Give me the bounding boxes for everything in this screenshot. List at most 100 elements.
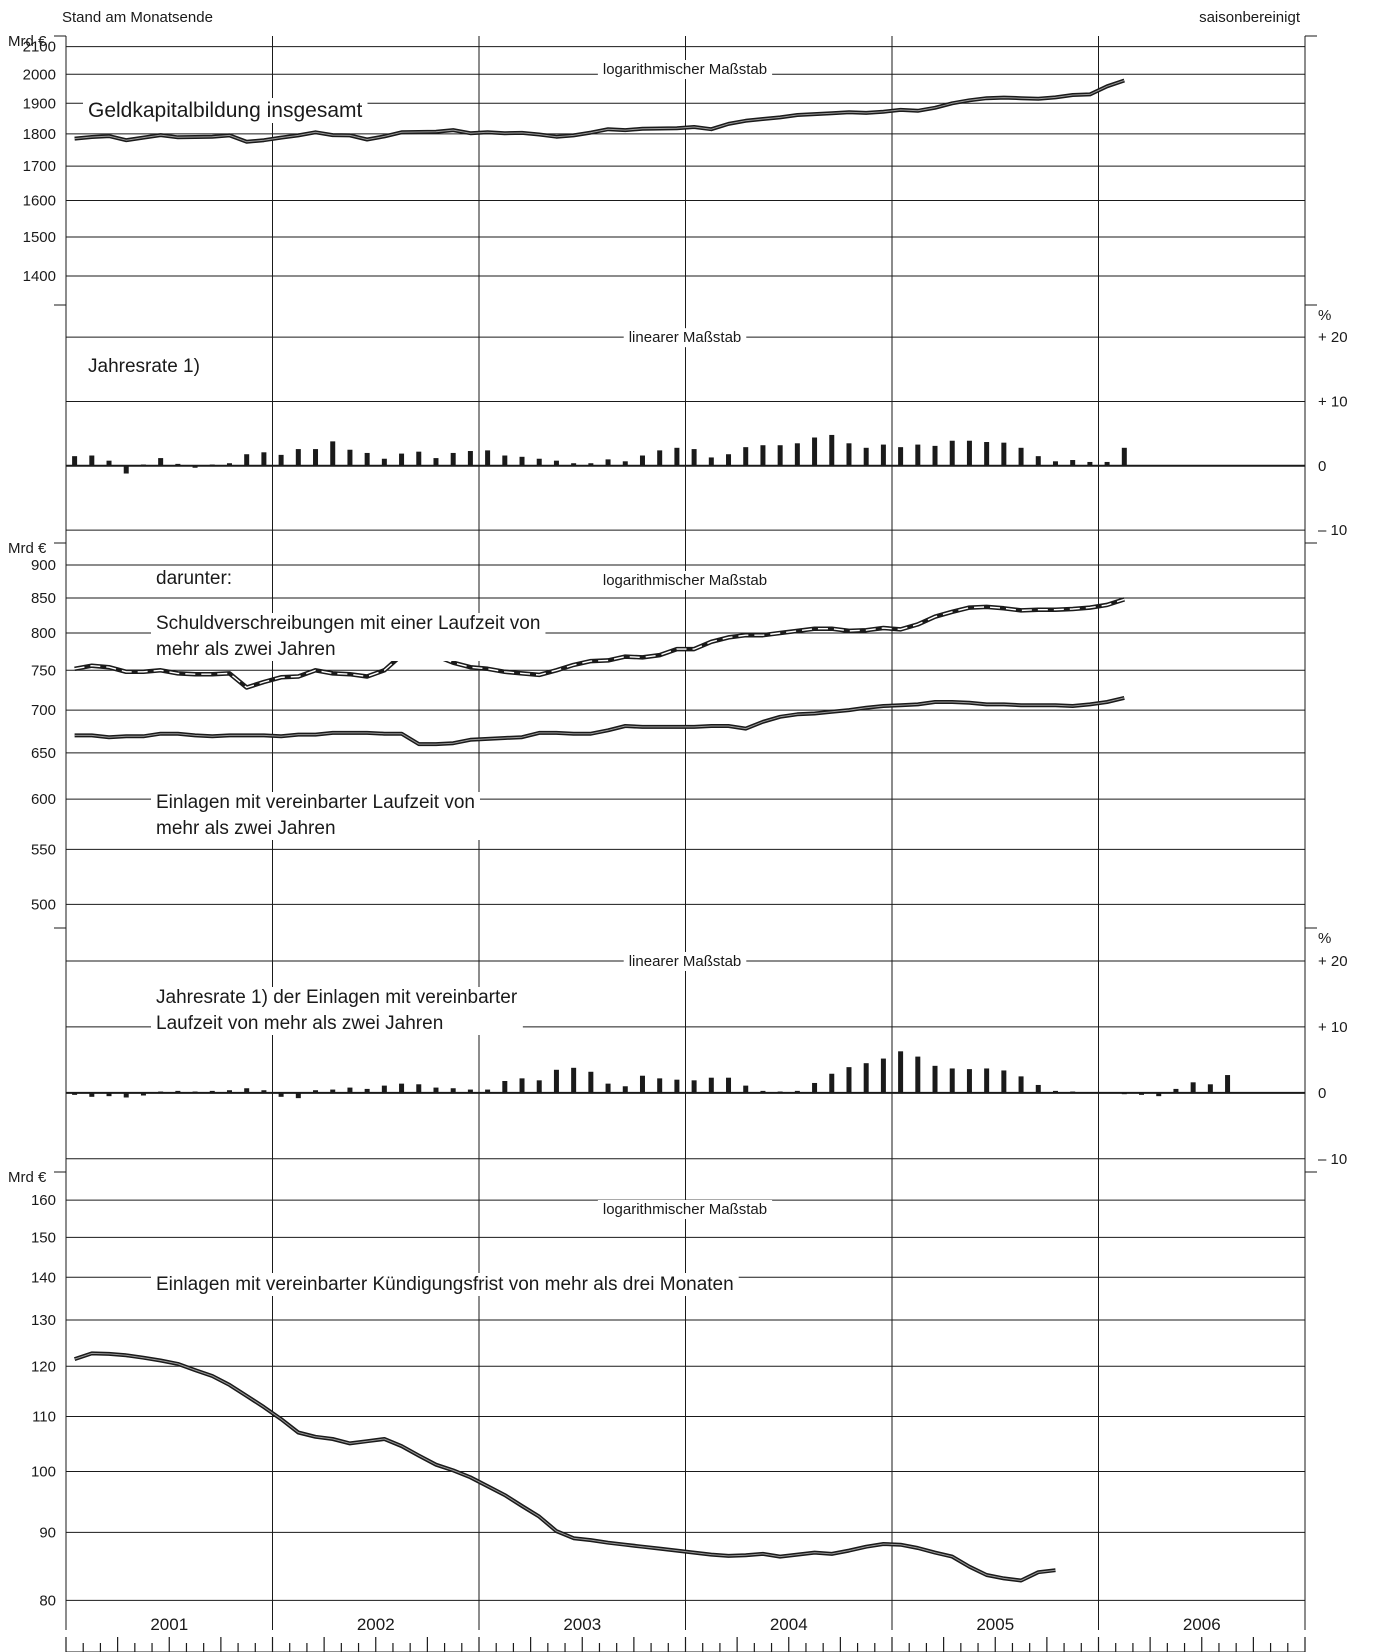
panel-rate-total-bar: [812, 437, 818, 466]
panel-rate-einlagen-bar: [605, 1083, 611, 1093]
panel-rate-total-bar: [691, 449, 697, 466]
panel-total-series-label: Geldkapitalbildung insgesamt: [88, 99, 362, 122]
panel-rate-einlagen-bar: [536, 1080, 542, 1093]
panel-rate-einlagen-bar: [777, 1091, 783, 1093]
series-einlagen-laufzeit-outline: [74, 695, 1125, 747]
panel-rate-einlagen-bar: [1018, 1076, 1024, 1093]
panel-darunter-y-tick-label: 600: [31, 791, 56, 808]
header-left-note: Stand am Monatsende: [62, 9, 213, 26]
panel-rate-total-y-tick-label: – 10: [1318, 522, 1347, 539]
panel-rate-total-bar: [123, 465, 129, 474]
panel-darunter-schuld-label-bg: [151, 613, 546, 661]
panel-rate-einlagen-bar: [812, 1082, 818, 1093]
panel-rate-total-unit-label: %: [1318, 307, 1331, 324]
panel-rate-total-bar: [1070, 460, 1076, 466]
panel-rate-einlagen-bar: [244, 1088, 250, 1093]
panel-kuendigung-series-label: Einlagen mit vereinbarter Kündigungsfris…: [156, 1274, 734, 1295]
panel-total-y-tick-label: 1600: [23, 192, 56, 209]
panel-rate-total-bar: [622, 461, 628, 466]
x-year-label: 2004: [770, 1615, 808, 1634]
panel-rate-einlagen-bar: [450, 1088, 456, 1093]
panel-rate-einlagen-bar: [743, 1085, 749, 1093]
panel-rate-total-bar: [330, 441, 336, 466]
panel-rate-total-bar: [1035, 456, 1041, 466]
panel-rate-einlagen-bar: [1001, 1070, 1007, 1093]
panel-rate-einlagen-bar: [209, 1090, 215, 1093]
panel-rate-einlagen-bar: [1087, 1092, 1093, 1094]
panel-rate-einlagen-bar: [192, 1091, 198, 1093]
panel-rate-total-bar: [381, 458, 387, 466]
panel-darunter-scale-label-bg: [597, 571, 773, 590]
panel-rate-total-bar: [89, 455, 95, 466]
panel-rate-einlagen-y-tick-label: 0: [1318, 1085, 1326, 1102]
panel-kuendigung-series-label-bg: [151, 1273, 739, 1296]
panel-rate-einlagen-bar: [261, 1090, 267, 1093]
panel-rate-einlagen-bar: [674, 1079, 680, 1093]
panel-rate-einlagen-bar: [708, 1077, 714, 1093]
panel-rate-total-title: Jahresrate 1): [88, 356, 200, 377]
panel-rate-einlagen-unit-label: %: [1318, 930, 1331, 947]
panel-kuendigung-y-tick-label: 110: [32, 1409, 56, 1426]
panel-darunter-y-tick-label: 750: [31, 662, 56, 679]
panel-rate-total-bar: [485, 450, 491, 466]
panel-darunter-einlagen-label-bg: [151, 792, 480, 840]
panel-rate-einlagen-bar: [295, 1092, 301, 1099]
panel-rate-einlagen-bar: [381, 1085, 387, 1093]
panel-rate-einlagen-bar: [1070, 1091, 1076, 1093]
panel-darunter-y-tick-label: 700: [31, 702, 56, 719]
series-schuldverschreibungen: [74, 598, 1125, 689]
panel-rate-einlagen-bar: [399, 1083, 405, 1093]
panel-rate-einlagen-bar: [364, 1088, 370, 1093]
panel-rate-total-bar: [244, 454, 250, 466]
panel-rate-einlagen-bar: [1035, 1084, 1041, 1093]
panel-kuendigung-y-tick-label: 90: [39, 1524, 56, 1541]
panel-rate-einlagen-bar: [880, 1058, 886, 1093]
panel-rate-einlagen-bar: [949, 1068, 955, 1093]
panel-rate-total-bar: [140, 464, 146, 466]
panel-rate-total-bar: [605, 459, 611, 466]
panel-rate-total-bar: [571, 463, 577, 466]
panel-rate-einlagen-bar: [932, 1065, 938, 1093]
panel-darunter-unit-label: Mrd €: [8, 540, 47, 557]
panel-kuendigung-scale-label-bg: [597, 1200, 773, 1219]
panel-rate-total-bar: [553, 460, 559, 466]
panel-rate-einlagen-scale-label-bg: [623, 951, 747, 971]
panel-rate-total-bar: [915, 444, 921, 466]
panel-total-scale-label-bg: [597, 60, 773, 79]
panel-rate-total-bar: [1104, 461, 1110, 466]
panel-rate-total-bar: [829, 434, 835, 466]
panel-rate-einlagen-bar: [966, 1069, 972, 1093]
panel-rate-total-bar: [1018, 447, 1024, 466]
panel-rate-einlagen-bar: [863, 1063, 869, 1093]
panel-rate-total-bar: [863, 447, 869, 466]
panel-rate-einlagen-bar: [467, 1089, 473, 1093]
panel-rate-total-bar: [209, 464, 215, 466]
panel-rate-einlagen-bar: [123, 1092, 129, 1098]
panel-rate-total-bar: [657, 450, 663, 466]
series-einlagen-laufzeit: [74, 697, 1125, 745]
panel-rate-einlagen-bar: [588, 1071, 594, 1093]
panel-kuendigung-y-tick-label: 100: [31, 1464, 56, 1481]
panel-rate-total-bar: [106, 460, 112, 466]
panel-rate-total-bar: [364, 452, 370, 466]
panel-rate-total-bar: [708, 457, 714, 466]
panel-rate-total-bar: [347, 449, 353, 466]
panel-rate-einlagen-bar: [1173, 1088, 1179, 1093]
x-year-label: 2002: [357, 1615, 395, 1634]
series-geldkapitalbildung: [74, 80, 1125, 143]
x-year-label: 2005: [976, 1615, 1014, 1634]
panel-rate-einlagen-bar: [226, 1090, 232, 1093]
panel-total-scale-label: logarithmischer Maßstab: [603, 61, 767, 78]
panel-rate-total-bar: [1121, 447, 1127, 466]
panel-kuendigung-scale-label: logarithmischer Maßstab: [603, 1201, 767, 1218]
panel-darunter-y-tick-label: 500: [31, 896, 56, 913]
panel-rate-total-bar: [932, 445, 938, 466]
panel-rate-einlagen-bar: [140, 1092, 146, 1096]
panel-rate-einlagen-bar: [1190, 1082, 1196, 1093]
panel-darunter-y-tick-label: 550: [31, 841, 56, 858]
panel-kuendigung-y-tick-label: 80: [39, 1592, 56, 1609]
panel-rate-einlagen-bar: [1156, 1092, 1162, 1097]
panel-rate-einlagen-bar: [846, 1067, 852, 1093]
panel-rate-einlagen-bar: [519, 1078, 525, 1093]
